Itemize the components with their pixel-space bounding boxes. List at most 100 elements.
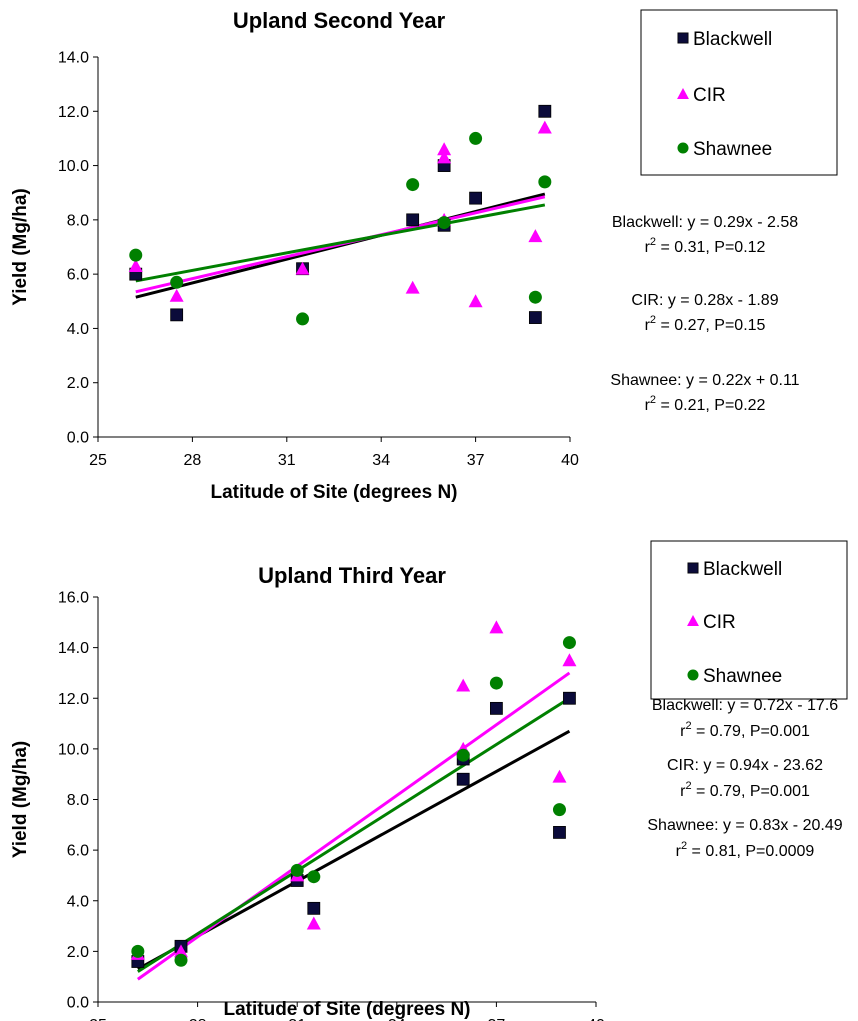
series-blackwell (131, 691, 576, 968)
regression-stats: r2 = 0.27, P=0.15 (645, 314, 766, 334)
data-point-shawnee (528, 290, 542, 304)
legend-label-cir: CIR (703, 612, 736, 633)
data-point-blackwell (538, 104, 552, 118)
y-tick-label: 6.0 (67, 267, 89, 284)
y-tick-label: 16.0 (58, 590, 89, 607)
regression-equation: Blackwell: y = 0.29x - 2.58 (612, 214, 798, 231)
data-point-shawnee (456, 748, 470, 762)
regression-stats: r2 = 0.79, P=0.001 (680, 720, 810, 740)
data-point-shawnee (307, 870, 321, 884)
data-point-cir (468, 294, 483, 308)
y-tick-label: 8.0 (67, 212, 89, 229)
y-tick-label: 10.0 (58, 158, 89, 175)
trendline-shawnee (135, 203, 546, 283)
legend: Blackwell CIR Shawnee (650, 540, 848, 700)
y-axis-title: Yield (Mg/ha) (10, 741, 31, 859)
y-tick-label: 0.0 (67, 995, 89, 1012)
regression-equation: Shawnee: y = 0.22x + 0.11 (610, 372, 799, 389)
legend-marker-cir (677, 88, 689, 100)
data-point-cir (489, 620, 504, 634)
data-point-blackwell (170, 308, 184, 322)
series-shawnee (129, 131, 552, 326)
data-point-cir (437, 142, 452, 156)
legend-label-shawnee: Shawnee (693, 139, 772, 160)
data-point-blackwell (406, 213, 420, 227)
legend-marker-blackwell (687, 562, 699, 574)
y-tick-label: 4.0 (67, 893, 89, 910)
data-point-cir (537, 120, 552, 134)
data-point-cir (552, 769, 567, 783)
x-tick-label: 28 (189, 1017, 207, 1021)
x-tick-label: 25 (89, 452, 107, 469)
y-tick-label: 10.0 (58, 741, 89, 758)
y-tick-label: 6.0 (67, 843, 89, 860)
data-point-blackwell (456, 772, 470, 786)
series-shawnee (131, 636, 576, 967)
data-point-shawnee (296, 312, 310, 326)
regression-annotation: Shawnee: y = 0.22x + 0.11 r2 = 0.21, P=0.… (610, 372, 799, 414)
legend-box (640, 9, 838, 176)
legend-marker-shawnee (687, 669, 699, 681)
data-point-cir (562, 653, 577, 667)
data-point-blackwell (469, 191, 483, 205)
legend-marker-shawnee (677, 142, 689, 154)
x-tick-label: 37 (467, 452, 485, 469)
data-point-shawnee (170, 275, 184, 289)
regression-equation: Shawnee: y = 0.83x - 20.49 (647, 817, 842, 834)
regression-equation: Blackwell: y = 0.72x - 17.6 (652, 697, 838, 714)
y-tick-label: 0.0 (67, 430, 89, 447)
data-point-cir (174, 944, 188, 958)
regression-annotation: CIR: y = 0.28x - 1.89 r2 = 0.27, P=0.15 (631, 292, 778, 334)
regression-stats: r2 = 0.79, P=0.001 (680, 780, 810, 800)
data-point-blackwell (307, 901, 321, 915)
chart-2: Upland Third Year 0.0 2.0 4.0 6.0 8.0 10.0 12.0… (10, 540, 848, 1021)
y-tick-label: 12.0 (58, 104, 89, 121)
series-cir (130, 620, 577, 960)
regression-annotation: Blackwell: y = 0.72x - 17.6 r2 = 0.79, P=… (652, 697, 838, 740)
regression-stats: r2 = 0.31, P=0.12 (645, 236, 766, 256)
y-tick-label: 8.0 (67, 792, 89, 809)
data-point-cir (295, 261, 310, 275)
data-point-shawnee (406, 178, 420, 192)
data-point-shawnee (552, 803, 566, 817)
y-tick-label: 14.0 (58, 640, 89, 657)
y-tick-label: 2.0 (67, 944, 89, 961)
x-tick-label: 28 (184, 452, 202, 469)
data-point-shawnee (131, 944, 145, 958)
chart-title: Upland Second Year (233, 8, 446, 33)
legend-label-blackwell: Blackwell (693, 29, 772, 50)
legend-marker-blackwell (677, 32, 689, 44)
x-axis-title: Latitude of Site (degrees N) (210, 482, 457, 503)
regression-annotation: Blackwell: y = 0.29x - 2.58 r2 = 0.31, P=… (612, 214, 798, 256)
data-point-shawnee (174, 953, 188, 967)
data-point-shawnee (290, 863, 304, 877)
data-point-cir (169, 288, 184, 302)
data-point-shawnee (469, 131, 483, 145)
data-point-shawnee (538, 175, 552, 189)
data-point-blackwell (553, 826, 566, 839)
regression-annotation: Shawnee: y = 0.83x - 20.49 r2 = 0.81, P=0… (647, 817, 842, 860)
regression-annotation: CIR: y = 0.94x - 23.62 r2 = 0.79, P=0.001 (667, 757, 823, 800)
x-tick-label: 31 (278, 452, 296, 469)
series-cir (128, 120, 552, 308)
data-point-blackwell (489, 701, 503, 715)
y-tick-label: 14.0 (58, 50, 89, 67)
x-tick-label: 37 (488, 1017, 506, 1021)
legend-label-shawnee: Shawnee (703, 666, 782, 687)
legend: Blackwell CIR Shawnee (640, 9, 838, 176)
data-point-shawnee (489, 676, 503, 690)
data-point-blackwell (563, 691, 576, 705)
regression-stats: r2 = 0.81, P=0.0009 (676, 840, 815, 860)
y-tick-label: 12.0 (58, 691, 89, 708)
trendline-shawnee (137, 696, 571, 973)
regression-equation: CIR: y = 0.28x - 1.89 (631, 292, 778, 309)
legend-marker-cir (687, 615, 699, 627)
x-tick-label: 34 (372, 452, 390, 469)
data-point-cir (456, 678, 471, 692)
x-tick-label: 31 (288, 1017, 306, 1021)
x-tick-label: 34 (388, 1017, 406, 1021)
legend-box (650, 540, 848, 700)
x-axis-title: Latitude of Site (degrees N) (223, 999, 470, 1020)
x-tick-label: 40 (561, 452, 579, 469)
